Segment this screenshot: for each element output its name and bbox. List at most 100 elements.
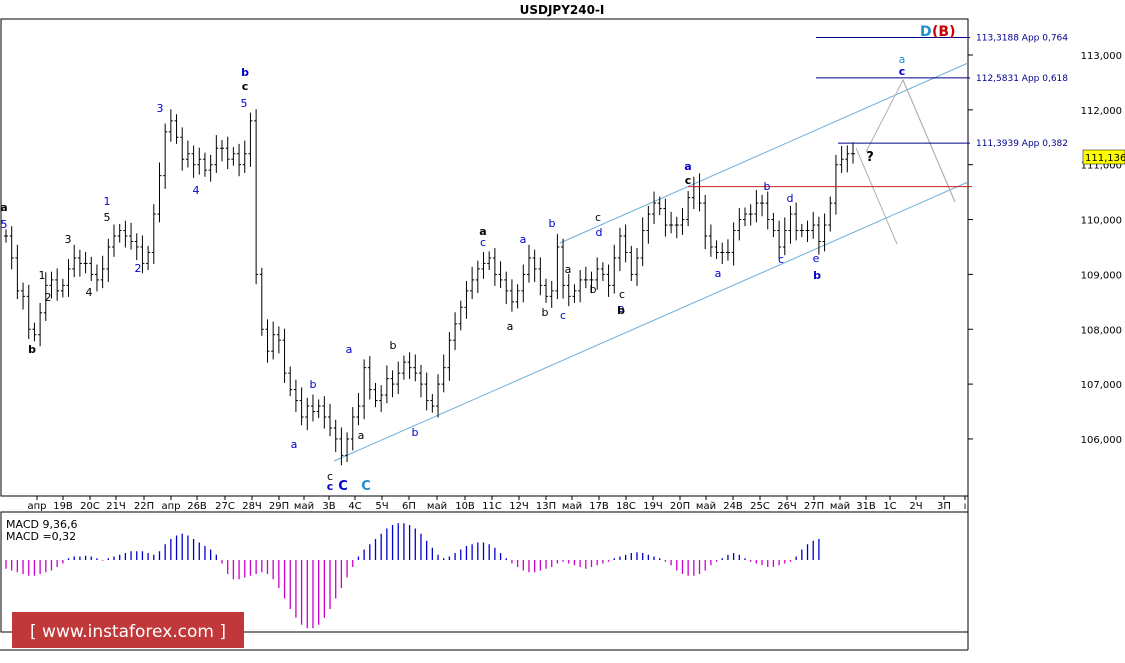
wave-label: c <box>619 288 625 301</box>
x-axis: апр 19В 20С 21Ч 22П апр 26В 27С 28Ч 29П май 3В 4С 5Ч 6… <box>27 496 966 512</box>
x-tick-label: 12Ч <box>509 501 529 512</box>
y-tick-label: 109,000 <box>1081 270 1122 281</box>
wave-label: 1 <box>39 269 46 282</box>
wave-label: c <box>480 236 486 249</box>
wave-label: a <box>0 201 7 214</box>
wave-label: 2 <box>135 262 142 275</box>
y-tick-label: 107,000 <box>1081 380 1122 391</box>
wave-label: a <box>715 267 722 280</box>
wave-label: a <box>899 53 906 66</box>
wave-label: b <box>590 283 597 296</box>
x-tick-label: 26Ч <box>777 501 797 512</box>
wave-label: 5 <box>1 218 8 231</box>
x-tick-label: 11С <box>482 501 502 512</box>
trend-channel <box>333 62 969 462</box>
wave-label: d <box>596 226 603 239</box>
x-tick-label: май <box>562 501 582 512</box>
wave-label: a <box>346 343 353 356</box>
x-tick-label: 28Ч <box>242 501 262 512</box>
y-tick-label: 108,000 <box>1081 325 1122 336</box>
projection-line <box>855 147 898 245</box>
wave-label: b <box>310 378 317 391</box>
wave-label: a <box>684 160 691 173</box>
fib-level-label: 113,3188 App 0,764 <box>976 34 1068 44</box>
wave-label: c <box>242 80 249 93</box>
current-price-text: 111,136 <box>1085 153 1125 164</box>
y-tick-label: 112,000 <box>1081 106 1122 117</box>
watermark-text: [ www.instaforex.com ] <box>30 622 226 642</box>
macd-label: MACD 9,36,6 <box>6 518 77 531</box>
y-axis: 113,000 112,000 111,000 110,000 109,000 108,0… <box>968 51 1122 446</box>
wave-label: b <box>412 426 419 439</box>
x-tick-label: ı <box>964 501 967 512</box>
x-tick-label: 4С <box>348 501 361 512</box>
wave-label: 2 <box>45 291 52 304</box>
wave-label: c <box>560 309 566 322</box>
x-tick-label: 3П <box>937 501 951 512</box>
y-tick-label: 113,000 <box>1081 51 1122 62</box>
x-tick-label: май <box>696 501 716 512</box>
x-tick-label: 5Ч <box>375 501 388 512</box>
wave-label: a <box>565 263 572 276</box>
x-tick-label: апр <box>27 501 46 512</box>
x-tick-label: май <box>427 501 447 512</box>
x-tick-label: 25С <box>750 501 770 512</box>
x-tick-label: 20П <box>670 501 690 512</box>
x-tick-label: 20С <box>80 501 100 512</box>
fib-level-label: 111,3939 App 0,382 <box>976 139 1068 149</box>
x-tick-label: 2Ч <box>909 501 922 512</box>
x-tick-label: 1С <box>883 501 896 512</box>
wave-label: d <box>787 192 794 205</box>
x-tick-label: 10В <box>455 501 475 512</box>
macd-histogram <box>5 523 820 629</box>
x-tick-label: 27П <box>804 501 824 512</box>
wave-label: C <box>361 479 371 494</box>
target-d-label: D <box>920 24 932 40</box>
wave-label: b <box>617 304 625 317</box>
wave-label: b <box>764 180 771 193</box>
wave-label: c <box>899 65 906 78</box>
y-tick-label: 106,000 <box>1081 435 1122 446</box>
x-tick-label: 13П <box>536 501 556 512</box>
wave-label: a <box>358 429 365 442</box>
wave-label: a <box>291 438 298 451</box>
wave-label: a <box>479 225 486 238</box>
channel-upper-line <box>559 62 969 244</box>
x-tick-label: 29П <box>269 501 289 512</box>
price-bars <box>4 109 855 466</box>
target-b-label: (B) <box>932 24 955 40</box>
x-tick-label: 22П <box>134 501 154 512</box>
wave-label: b <box>813 269 821 282</box>
x-tick-label: 26В <box>187 501 207 512</box>
macd-value: MACD =0,32 <box>6 530 76 543</box>
y-tick-label: 111,000 <box>1081 161 1122 172</box>
fib-levels: 113,3188 App 0,764 112,5831 App 0,618 111,… <box>688 34 1068 188</box>
fib-level-label: 112,5831 App 0,618 <box>976 74 1068 84</box>
wave-label: C <box>338 479 348 494</box>
wave-label: c <box>685 174 692 187</box>
x-tick-label: 17В <box>589 501 609 512</box>
wave-label: b <box>241 66 249 79</box>
wave-label: b <box>542 306 549 319</box>
y-tick-label: 110,000 <box>1081 216 1122 227</box>
wave-label: b <box>390 339 397 352</box>
x-tick-label: май <box>830 501 850 512</box>
wave-label: ? <box>866 150 874 165</box>
x-tick-label: апр <box>161 501 180 512</box>
wave-label: 4 <box>193 184 200 197</box>
channel-lower-line <box>333 181 969 462</box>
wave-label: 3 <box>65 233 72 246</box>
x-tick-label: май <box>294 501 314 512</box>
wave-label: 1 <box>104 195 111 208</box>
wave-label: e <box>813 252 820 265</box>
current-price-badge <box>1082 149 1125 165</box>
wave-label: c <box>778 253 784 266</box>
projection-line <box>902 79 956 203</box>
x-tick-label: 19В <box>53 501 73 512</box>
x-tick-label: 31В <box>856 501 876 512</box>
x-tick-label: 21Ч <box>106 501 126 512</box>
wave-label: b <box>28 343 36 356</box>
wave-label: c <box>327 470 333 483</box>
